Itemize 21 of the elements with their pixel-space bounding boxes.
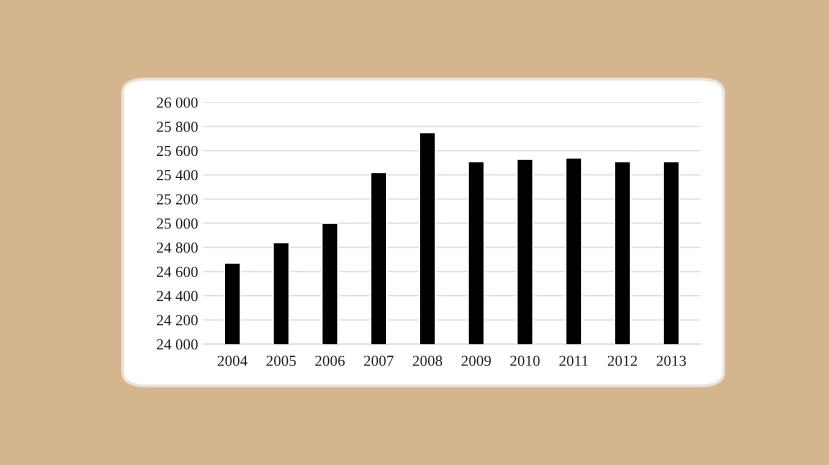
y-tick-label: 24 600 [156,266,198,278]
y-tick-label: 25 600 [156,146,198,156]
x-tick-label: 2005 [266,356,296,366]
y-tick-label: 24 400 [156,290,198,302]
x-tick-label: 2007 [364,356,394,366]
x-tick-label: 2004 [218,356,248,366]
y-tick-label: 24 200 [156,315,198,326]
x-tick-label: 2013 [656,356,686,366]
x-tick-label: 2010 [510,356,540,366]
y-tick-label: 25 200 [156,194,198,204]
x-tick-label: 2006 [315,356,345,366]
x-tick-label: 2008 [412,356,442,366]
y-tick-label: 25 000 [156,218,198,229]
y-tick-label: 26 000 [156,97,198,108]
x-tick-label: 2009 [462,356,491,366]
x-tick-label: 2012 [608,356,637,366]
x-tick-label: 2011 [559,356,588,366]
y-tick-label: 25 400 [156,170,198,180]
y-tick-label: 24 000 [156,339,198,350]
y-tick-label: 24 800 [156,242,198,253]
y-tick-label: 25 800 [156,122,198,132]
